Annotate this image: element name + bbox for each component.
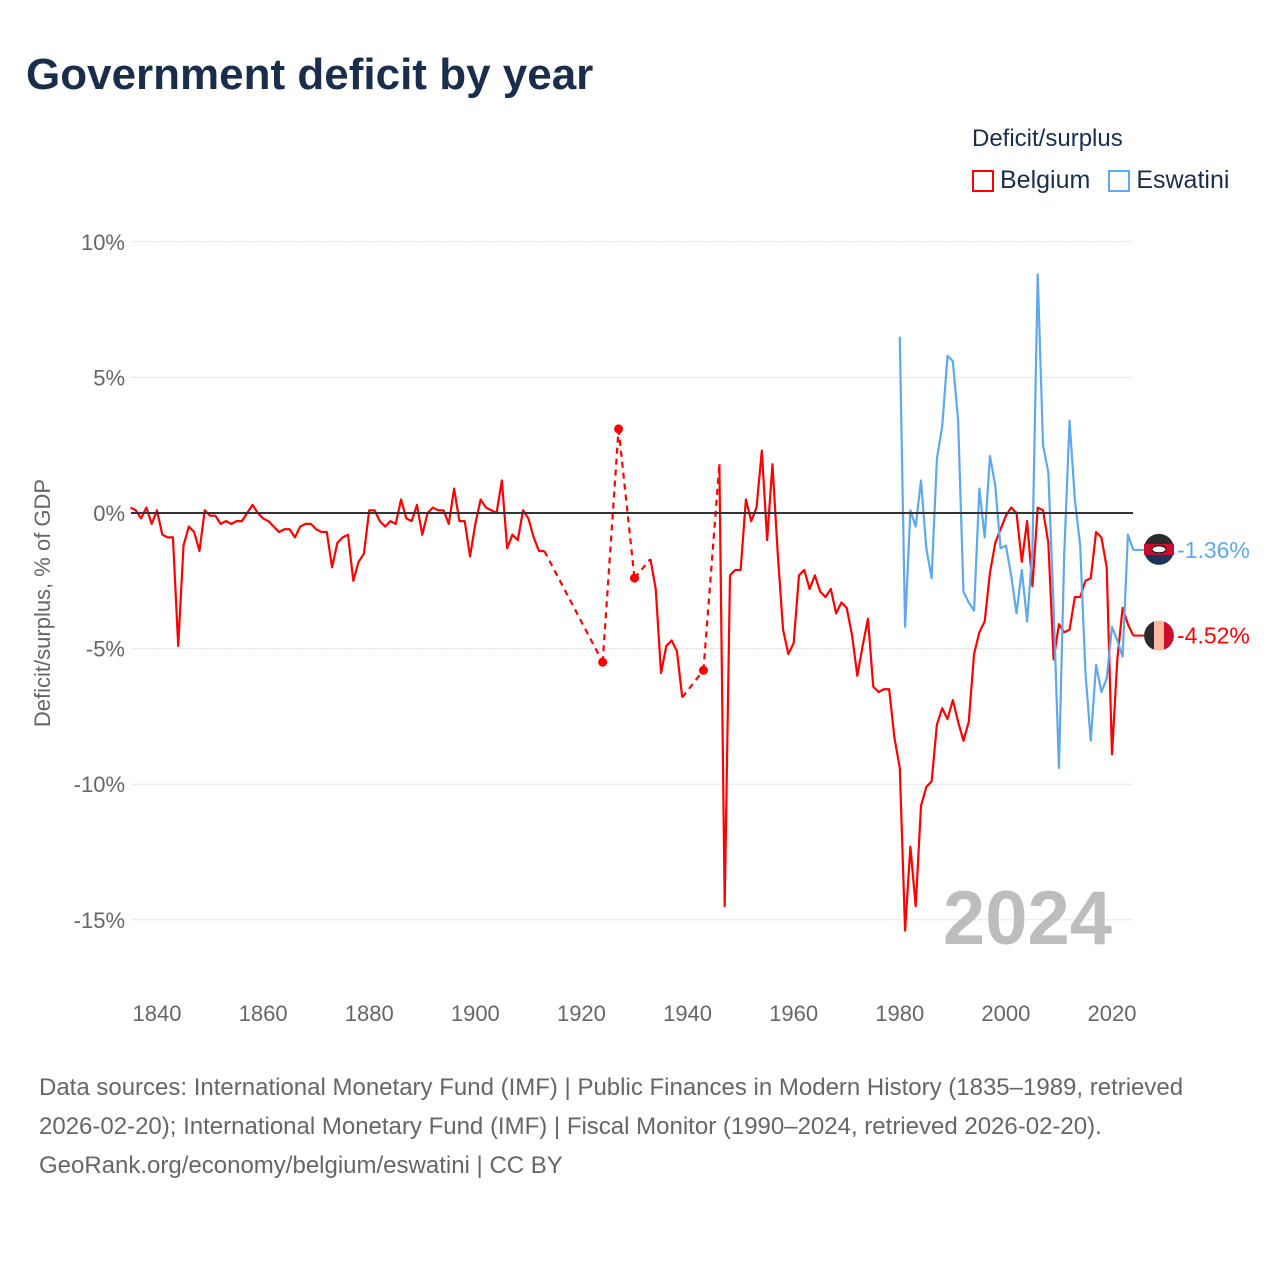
y-tick-label: 0%	[93, 501, 125, 526]
x-tick-label: 1920	[557, 1001, 606, 1026]
y-tick-label: -15%	[74, 908, 125, 933]
legend-item-belgium[interactable]: Belgium	[972, 166, 1090, 195]
y-tick-label: 10%	[81, 230, 125, 255]
gap-connector-belgium	[601, 428, 620, 663]
gap-connector-belgium	[633, 558, 652, 579]
y-tick-label: -5%	[86, 637, 125, 662]
belgium-flag-black-band	[1144, 621, 1154, 650]
y-tick-label: 5%	[93, 365, 125, 390]
legend-title: Deficit/surplus	[972, 125, 1123, 152]
series-line-belgium	[649, 558, 684, 698]
data-sources: Data sources: International Monetary Fun…	[39, 1074, 1184, 1140]
plot-area: 10% 5% 0% -5% -10% -15% 1840 1860 1880 1900 1920 19…	[30, 230, 1250, 1026]
x-tick-label: 1900	[451, 1001, 500, 1026]
gap-connector-belgium	[543, 550, 604, 663]
year-watermark: 2024	[943, 876, 1112, 961]
page-title: Government deficit by year	[26, 50, 594, 99]
eswatini-shield-icon	[1151, 545, 1167, 554]
series-line-eswatini	[898, 273, 1135, 770]
legend: Belgium Eswatini	[972, 166, 1229, 195]
x-tick-label: 2020	[1088, 1001, 1137, 1026]
gap-connector-belgium	[681, 669, 705, 699]
x-tick-label: 1980	[875, 1001, 924, 1026]
legend-item-eswatini[interactable]: Eswatini	[1108, 166, 1229, 195]
legend-swatch-belgium	[972, 169, 994, 192]
belgium-flag-red-band	[1164, 621, 1174, 650]
x-tick-label: 1860	[239, 1001, 288, 1026]
x-tick-label: 1960	[769, 1001, 818, 1026]
x-tick-label: 2000	[981, 1001, 1030, 1026]
gap-connector-belgium	[702, 464, 721, 671]
footer: Data sources: International Monetary Fun…	[39, 1068, 1239, 1185]
legend-label: Belgium	[1000, 166, 1091, 194]
series-line-belgium	[718, 449, 1135, 932]
x-tick-label: 1880	[345, 1001, 394, 1026]
credit-link[interactable]: GeoRank.org/economy/belgium/eswatini | C…	[39, 1152, 563, 1179]
y-tick-label: -10%	[74, 772, 125, 797]
series-line-belgium	[129, 479, 545, 647]
x-tick-label: 1940	[663, 1001, 712, 1026]
end-value-label-belgium: -4.52%	[1177, 623, 1250, 649]
legend-swatch-eswatini	[1108, 169, 1131, 192]
x-tick-label: 1840	[133, 1001, 182, 1026]
legend-label: Eswatini	[1136, 166, 1230, 194]
end-value-label-eswatini: -1.36%	[1177, 537, 1250, 563]
gap-connector-belgium	[617, 428, 636, 579]
y-axis-label: Deficit/surplus, % of GDP	[30, 479, 55, 727]
